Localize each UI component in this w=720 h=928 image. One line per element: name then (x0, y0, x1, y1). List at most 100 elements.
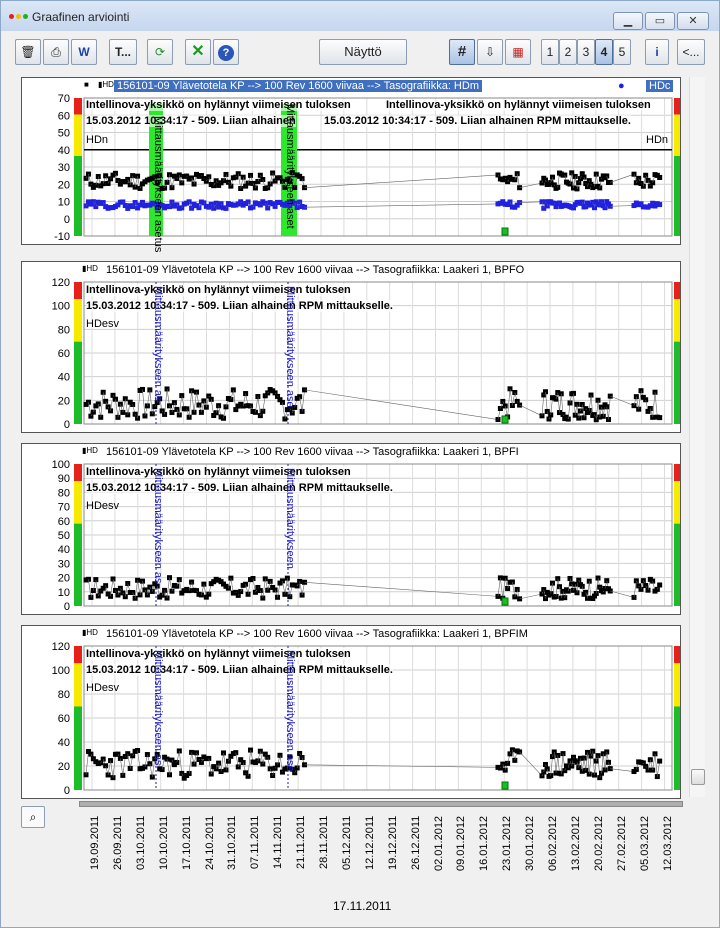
grid-toggle-button[interactable]: # (449, 39, 475, 65)
measurement-point (85, 576, 91, 582)
measurement-point (100, 181, 106, 187)
alarm-chart-button[interactable]: ▦ (505, 39, 531, 65)
trend-line (208, 758, 212, 775)
measurement-point (517, 185, 523, 191)
measurement-point (137, 185, 143, 191)
back-button[interactable]: <... (677, 39, 705, 65)
measurement-point (657, 174, 663, 180)
date-tick-label: 20.02.2012 (592, 816, 605, 872)
page-1-button[interactable]: 1 (541, 39, 559, 65)
measurement-point (260, 177, 266, 183)
measurement-point (142, 587, 148, 593)
date-tick-label: 07.11.2011 (249, 816, 262, 870)
measurement-point (657, 202, 663, 208)
measurement-point (643, 763, 649, 769)
page-3-button[interactable]: 3 (577, 39, 595, 65)
measurement-point (147, 387, 153, 393)
trend-line (519, 182, 543, 189)
date-tick-label: 03.10.2011 (134, 816, 147, 871)
refresh-button[interactable]: ⟳ (147, 39, 173, 65)
measurement-point (265, 587, 271, 593)
measurement-point (602, 585, 608, 591)
trend-line (284, 578, 288, 595)
print-button[interactable]: ⎙ (43, 39, 69, 65)
display-button[interactable]: Näyttö (319, 39, 407, 65)
maximize-button[interactable]: ▭ (645, 12, 675, 30)
zoom-button[interactable]: ⌕ (21, 806, 45, 828)
chart-hdm[interactable]: 70 60 50 40 30 20 10 0 -10 ■ ▮HD 156101-09 Yläve… (21, 77, 681, 252)
date-tick-label: 31.10.2011 (226, 816, 239, 871)
measurement-point (560, 751, 566, 757)
close-button[interactable]: ✕ (677, 12, 709, 30)
trend-line (602, 753, 606, 770)
y-tick-label: 80 (58, 324, 70, 336)
trend-line (120, 758, 124, 776)
measurement-point (509, 747, 515, 753)
delete-button[interactable]: 🗑 (15, 39, 41, 65)
alarm-bar-red-right (674, 282, 680, 300)
time-range-bar[interactable] (79, 801, 683, 807)
info-icon: i (655, 45, 659, 59)
date-tick-label: 30.01.2012 (524, 816, 537, 872)
trend-line (142, 389, 146, 416)
trend-line (588, 395, 592, 411)
measurement-point (100, 389, 106, 395)
measurement-point (279, 769, 285, 775)
measurement-point (257, 413, 263, 419)
chart-bpfim[interactable]: 120 100 80 60 40 20 0 ▮HD 156101-09 Ylävetotel… (21, 625, 681, 799)
measurement-point (631, 594, 637, 600)
measurement-point (297, 578, 303, 584)
word-export-button[interactable]: W (71, 39, 97, 65)
measurement-points (83, 170, 663, 192)
chart-header: 156101-09 Ylävetotela KP --> 100 Rev 160… (114, 80, 482, 92)
measurement-points (83, 199, 663, 211)
download-chart-icon: ⇩ (484, 45, 496, 59)
text-tool-button[interactable]: T... (109, 39, 137, 65)
status-square (501, 227, 509, 236)
marker-label-2: Mittausmääritykseen aset (284, 104, 296, 229)
date-tick-label: 19.12.2011 (386, 816, 399, 871)
measurement-point (225, 179, 231, 185)
measurement-point (179, 393, 185, 399)
cancel-button[interactable]: ✕ (185, 39, 211, 65)
status-square (501, 415, 509, 424)
help-button[interactable]: ? (213, 39, 239, 65)
import-button[interactable]: ⇩ (477, 39, 503, 65)
vertical-scrollbar[interactable] (689, 77, 705, 797)
measurement-point (636, 406, 642, 412)
measurement-point (543, 389, 548, 395)
trend-line (124, 398, 129, 415)
measurement-point (579, 583, 585, 589)
trend-line (134, 580, 138, 599)
chart-bpfo[interactable]: 120 100 80 60 40 20 0 ▮HD 156101-09 Ylävetotel… (21, 261, 681, 433)
page-5-button[interactable]: 5 (613, 39, 631, 65)
word-icon: W (78, 45, 90, 59)
trend-line (519, 201, 543, 203)
chart-message-2: 15.03.2012 10:34:17 - 509. Liian alhaine… (86, 115, 296, 127)
measurement-point (645, 408, 651, 414)
measurement-point (189, 205, 195, 211)
trend-line (110, 760, 114, 778)
alarm-bar-green (74, 155, 82, 236)
magnifier-icon: ⌕ (29, 810, 37, 824)
page-2-button[interactable]: 2 (559, 39, 577, 65)
trend-line (100, 392, 104, 418)
scrollbar-thumb[interactable] (691, 769, 705, 785)
minimize-button[interactable]: ▁ (613, 12, 643, 30)
page-4-button[interactable]: 4 (595, 39, 613, 65)
measurement-point (645, 177, 651, 183)
measurement-point (162, 411, 168, 417)
chart-bpfi[interactable]: 100 90 80 70 60 50 40 30 20 10 0 ▮HD 156101-09 Ylä… (21, 443, 681, 615)
measurement-point (108, 593, 114, 599)
measurement-point (213, 766, 219, 772)
trend-line (88, 579, 92, 598)
trend-line (122, 756, 126, 776)
app-icon (9, 14, 29, 20)
y-tick-label: -10 (54, 231, 70, 243)
trend-line (223, 752, 227, 770)
y-tick-label: 40 (58, 544, 70, 556)
info-button[interactable]: i (645, 39, 669, 65)
measurement-point (275, 393, 281, 399)
measurement-point (507, 386, 513, 392)
